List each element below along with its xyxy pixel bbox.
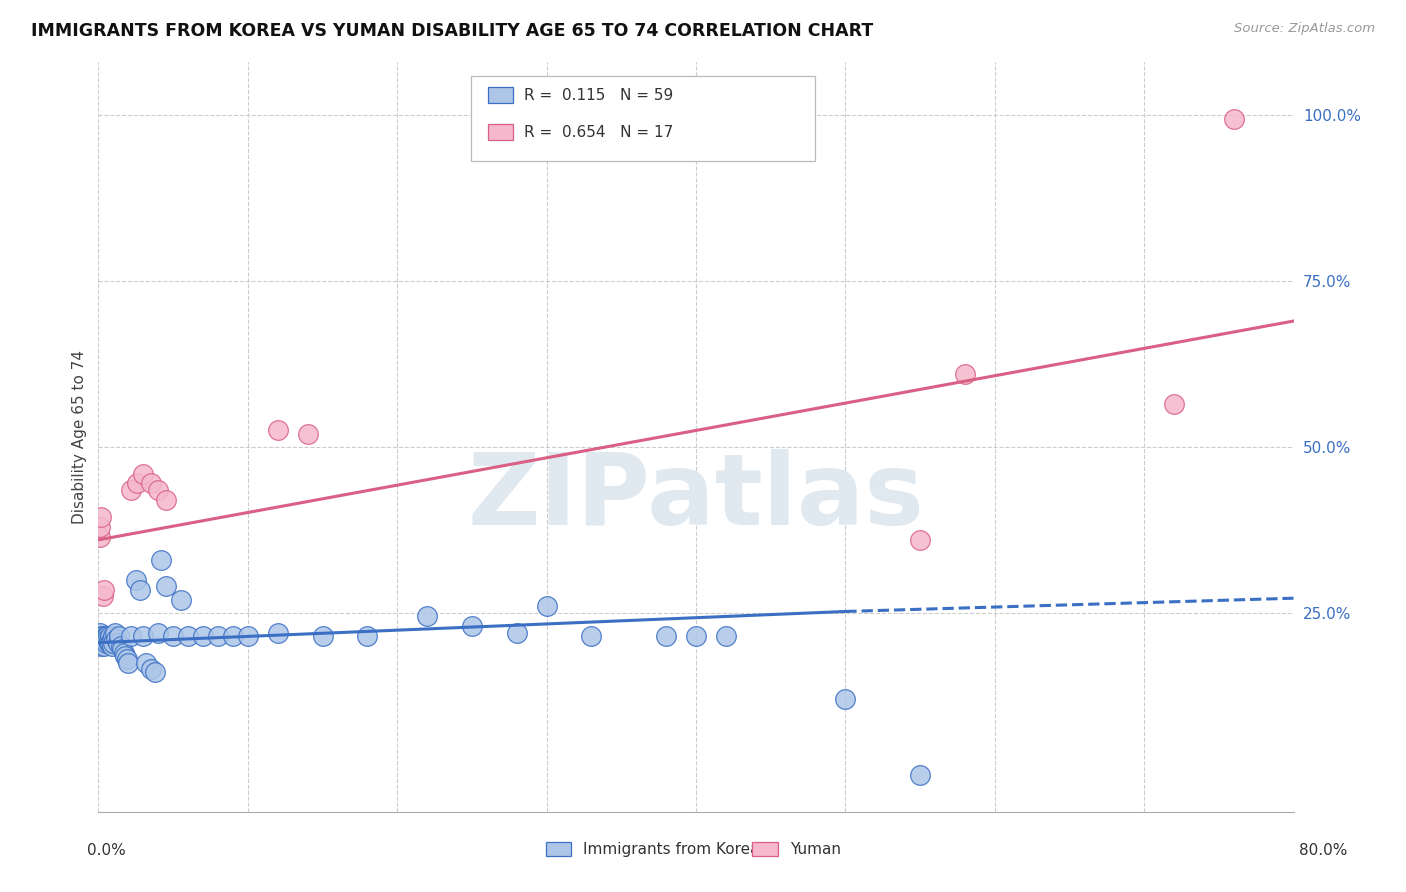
Point bbox=[155, 579, 177, 593]
Point bbox=[155, 493, 177, 508]
Point bbox=[120, 483, 142, 497]
Point bbox=[506, 625, 529, 640]
Point bbox=[110, 639, 132, 653]
Point bbox=[98, 635, 122, 649]
Text: Source: ZipAtlas.com: Source: ZipAtlas.com bbox=[1234, 22, 1375, 36]
Point bbox=[97, 632, 120, 647]
Point bbox=[98, 629, 122, 643]
Point bbox=[143, 665, 166, 680]
Point bbox=[207, 629, 229, 643]
Point bbox=[89, 625, 111, 640]
Point bbox=[150, 553, 173, 567]
Point bbox=[94, 629, 117, 643]
Point bbox=[177, 629, 200, 643]
Point bbox=[91, 632, 114, 647]
Point bbox=[148, 483, 170, 497]
Point bbox=[162, 629, 184, 643]
Point bbox=[416, 609, 439, 624]
Point bbox=[90, 639, 112, 653]
Point bbox=[105, 632, 128, 647]
Point bbox=[1163, 397, 1185, 411]
Point bbox=[169, 592, 191, 607]
Point bbox=[101, 632, 124, 647]
Point bbox=[93, 639, 115, 653]
Point bbox=[120, 629, 142, 643]
Y-axis label: Disability Age 65 to 74: Disability Age 65 to 74 bbox=[72, 350, 87, 524]
Point bbox=[90, 509, 112, 524]
Point bbox=[148, 625, 170, 640]
Point bbox=[536, 599, 558, 614]
Point bbox=[93, 632, 115, 647]
Point bbox=[101, 639, 124, 653]
Point bbox=[103, 635, 125, 649]
Point bbox=[117, 656, 139, 670]
Point bbox=[135, 656, 157, 670]
Point bbox=[104, 625, 127, 640]
Point bbox=[908, 768, 931, 782]
Text: R =  0.115   N = 59: R = 0.115 N = 59 bbox=[524, 88, 673, 103]
Point bbox=[125, 573, 148, 587]
Point bbox=[132, 629, 155, 643]
Point bbox=[96, 629, 118, 643]
Point bbox=[685, 629, 707, 643]
Point bbox=[267, 424, 290, 438]
Point bbox=[834, 692, 856, 706]
Point bbox=[115, 652, 138, 666]
Point bbox=[908, 533, 931, 547]
Point bbox=[655, 629, 678, 643]
Point bbox=[97, 635, 120, 649]
Text: 0.0%: 0.0% bbox=[87, 843, 127, 858]
Text: Yuman: Yuman bbox=[790, 842, 841, 856]
Point bbox=[1223, 112, 1246, 126]
Point bbox=[139, 662, 162, 676]
Point bbox=[222, 629, 245, 643]
Point bbox=[461, 619, 484, 633]
Point bbox=[191, 629, 214, 643]
Point bbox=[139, 476, 162, 491]
Point bbox=[236, 629, 259, 643]
Point bbox=[581, 629, 603, 643]
Point bbox=[127, 476, 149, 491]
Point bbox=[714, 629, 737, 643]
Text: 80.0%: 80.0% bbox=[1299, 843, 1347, 858]
Point bbox=[94, 635, 117, 649]
Point bbox=[96, 632, 118, 647]
Point bbox=[311, 629, 333, 643]
Text: R =  0.654   N = 17: R = 0.654 N = 17 bbox=[524, 125, 673, 139]
Point bbox=[90, 629, 112, 643]
Point bbox=[107, 635, 129, 649]
Point bbox=[91, 629, 114, 643]
Point bbox=[129, 582, 152, 597]
Point bbox=[132, 467, 155, 481]
Text: Immigrants from Korea: Immigrants from Korea bbox=[583, 842, 761, 856]
Point bbox=[114, 648, 136, 663]
Point bbox=[89, 519, 111, 533]
Point bbox=[93, 582, 115, 597]
Point bbox=[108, 629, 131, 643]
Text: ZIPatlas: ZIPatlas bbox=[468, 449, 924, 546]
Point bbox=[89, 530, 111, 544]
Point bbox=[297, 426, 319, 441]
Point bbox=[112, 646, 135, 660]
Text: IMMIGRANTS FROM KOREA VS YUMAN DISABILITY AGE 65 TO 74 CORRELATION CHART: IMMIGRANTS FROM KOREA VS YUMAN DISABILIT… bbox=[31, 22, 873, 40]
Point bbox=[91, 589, 114, 603]
Point bbox=[356, 629, 378, 643]
Point bbox=[267, 625, 290, 640]
Point bbox=[111, 642, 134, 657]
Point bbox=[953, 367, 976, 381]
Point bbox=[103, 629, 125, 643]
